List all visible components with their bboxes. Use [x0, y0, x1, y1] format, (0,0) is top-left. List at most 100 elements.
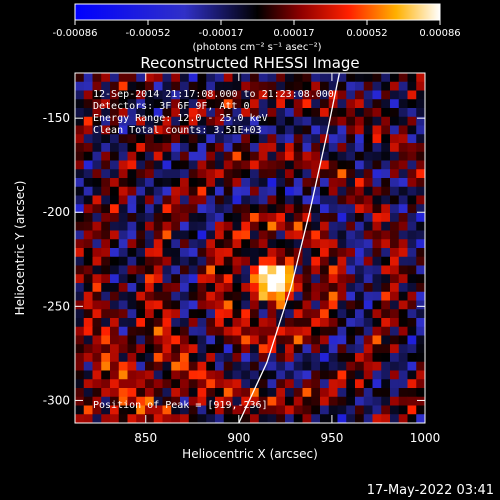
heatmap-cell [215, 309, 225, 319]
heatmap-cell [92, 239, 102, 249]
heatmap-cell [320, 239, 330, 249]
heatmap-cell [110, 81, 120, 91]
heatmap-cell [311, 309, 321, 319]
heatmap-cell [153, 344, 163, 354]
heatmap-cell [118, 379, 128, 389]
heatmap-cell [293, 291, 303, 301]
heatmap-cell [101, 204, 111, 214]
heatmap-cell [92, 309, 102, 319]
heatmap-cell [241, 291, 251, 301]
heatmap-cell [381, 274, 391, 284]
heatmap-cell [337, 73, 347, 83]
heatmap-cell [250, 326, 260, 336]
heatmap-cell [320, 353, 330, 363]
heatmap-cell [197, 318, 207, 328]
heatmap-cell [92, 335, 102, 345]
heatmap-cell [197, 125, 207, 135]
heatmap-cell [145, 99, 155, 109]
heatmap-cell [328, 248, 338, 258]
heatmap-cell [118, 134, 128, 144]
heatmap-cell [267, 239, 277, 249]
heatmap-cell [355, 213, 365, 223]
heatmap-cell [267, 414, 277, 423]
heatmap-cell [390, 248, 400, 258]
heatmap-cell [390, 160, 400, 170]
heatmap-cell [110, 256, 120, 266]
heatmap-cell [407, 283, 417, 293]
heatmap-cell [363, 186, 373, 196]
heatmap-cell [232, 414, 242, 423]
heatmap-cell [223, 291, 233, 301]
y-tick-label: -300 [43, 393, 70, 407]
heatmap-cell [398, 204, 408, 214]
heatmap-cell [258, 151, 268, 161]
heatmap-cell [223, 353, 233, 363]
heatmap-cell [293, 81, 303, 91]
heatmap-cell [398, 90, 408, 100]
heatmap-cell [101, 283, 111, 293]
heatmap-cell [197, 108, 207, 118]
heatmap-cell [215, 90, 225, 100]
heatmap-cell [407, 396, 417, 406]
heatmap-cell [381, 291, 391, 301]
heatmap-cell [180, 213, 190, 223]
heatmap-cell [320, 160, 330, 170]
heatmap-cell [206, 265, 216, 275]
heatmap-cell [188, 274, 198, 284]
heatmap-cell [302, 326, 312, 336]
heatmap-cell [320, 169, 330, 179]
heatmap-cell [276, 125, 286, 135]
heatmap-cell [381, 318, 391, 328]
heatmap-cell [276, 335, 286, 345]
heatmap-cell [267, 230, 277, 240]
colorbar-tick-label: -0.00017 [199, 28, 244, 39]
heatmap-cell [188, 186, 198, 196]
heatmap-cell [311, 160, 321, 170]
heatmap-cell [136, 361, 146, 371]
heatmap-cell [328, 186, 338, 196]
heatmap-cell [145, 318, 155, 328]
heatmap-cell [416, 108, 425, 118]
heatmap-cell [188, 134, 198, 144]
heatmap-cell [215, 396, 225, 406]
heatmap-cell [232, 169, 242, 179]
heatmap-cell [153, 160, 163, 170]
heatmap-cell [390, 326, 400, 336]
heatmap-cell [398, 178, 408, 188]
heatmap-cell [188, 125, 198, 135]
heatmap-cell [127, 414, 137, 423]
heatmap-cell [162, 81, 172, 91]
heatmap-cell [171, 186, 181, 196]
heatmap-cell [180, 248, 190, 258]
heatmap-cell [328, 151, 338, 161]
heatmap-cell [355, 151, 365, 161]
heatmap-cell [363, 361, 373, 371]
heatmap-cell [293, 370, 303, 380]
heatmap-cell [267, 326, 277, 336]
heatmap-cell [250, 108, 260, 118]
heatmap-cell [320, 370, 330, 380]
heatmap-cell [355, 239, 365, 249]
heatmap-cell [206, 361, 216, 371]
footer-date: 17-May-2022 03:41 [367, 483, 494, 498]
heatmap-cell [346, 160, 356, 170]
heatmap-cell [188, 291, 198, 301]
heatmap-cell [188, 169, 198, 179]
heatmap-cell [171, 151, 181, 161]
heatmap-cell [311, 388, 321, 398]
heatmap-cell [171, 388, 181, 398]
heatmap-cell [127, 108, 137, 118]
heatmap-cell [355, 379, 365, 389]
heatmap-cell [215, 335, 225, 345]
heatmap-cell [92, 151, 102, 161]
heatmap-cell [206, 405, 216, 415]
heatmap-cell [188, 143, 198, 153]
heatmap-cell [258, 300, 268, 310]
heatmap-cell [311, 204, 321, 214]
heatmap-cell [363, 221, 373, 231]
heatmap-cell [92, 204, 102, 214]
heatmap-cell [398, 186, 408, 196]
heatmap-cell [197, 169, 207, 179]
heatmap-cell [250, 370, 260, 380]
heatmap-cell [206, 195, 216, 205]
